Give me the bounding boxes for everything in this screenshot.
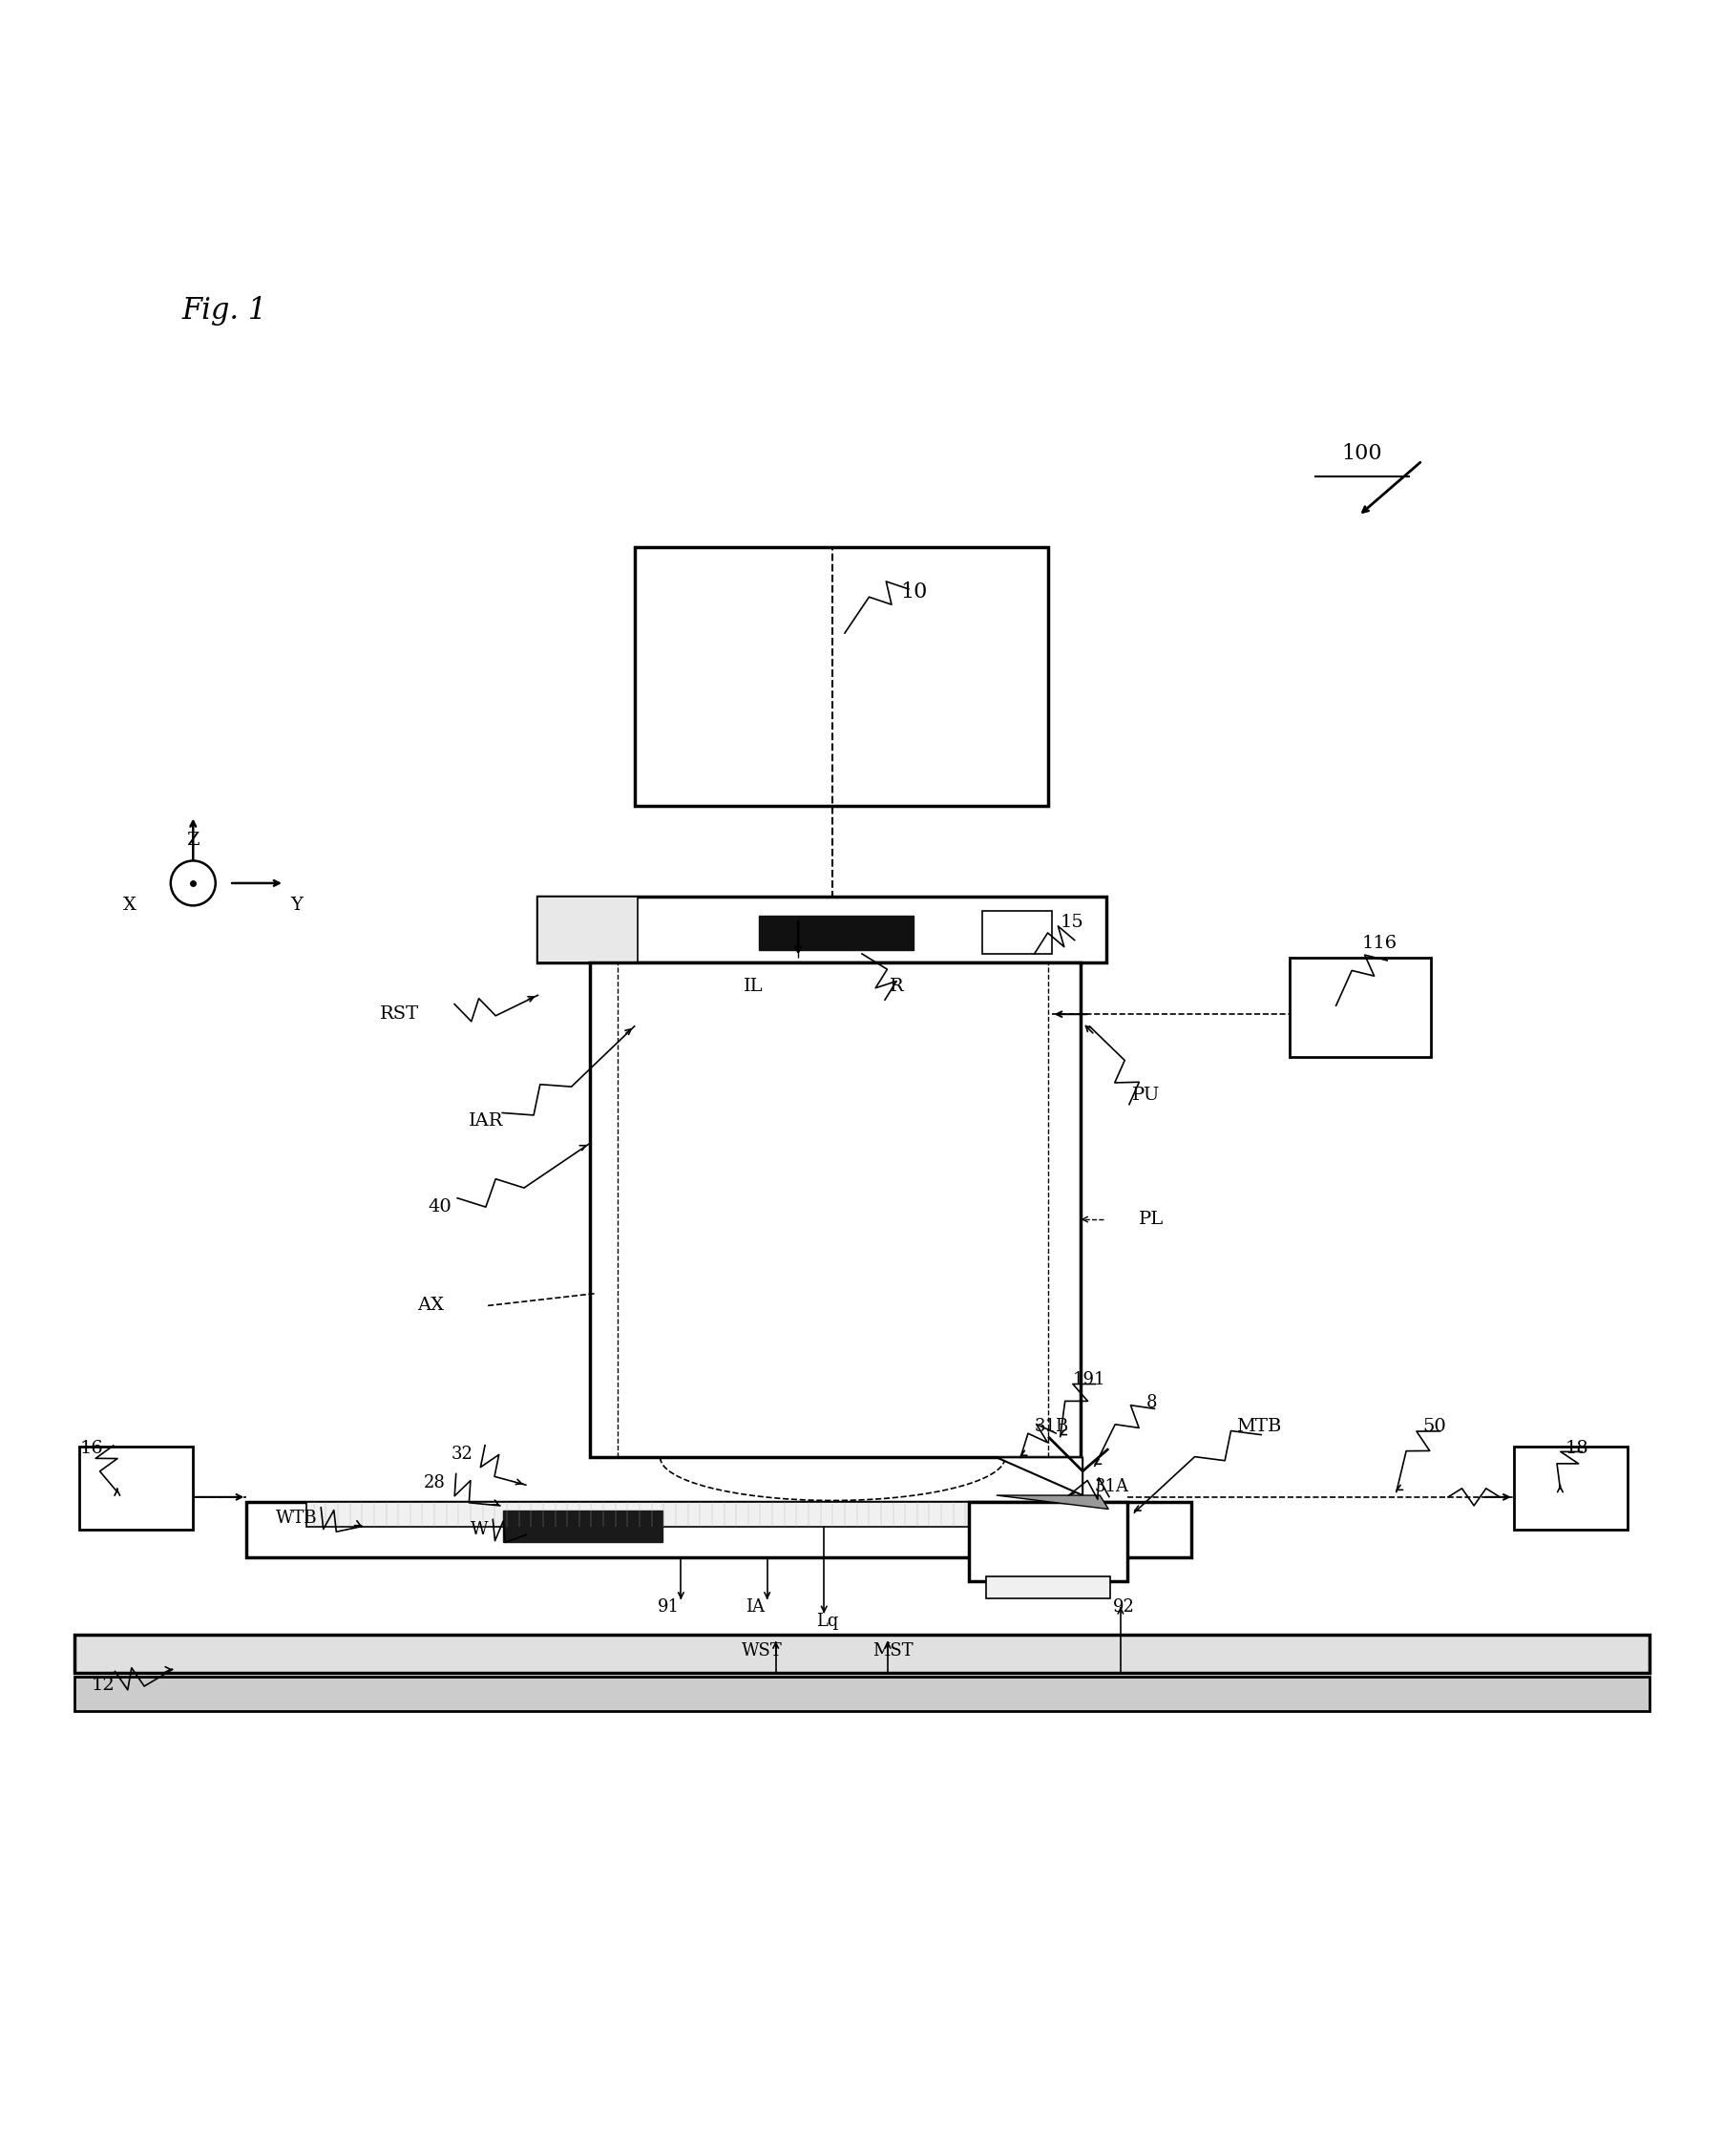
Bar [1289, 957, 1430, 1056]
Bar [589, 962, 1080, 1457]
Bar [74, 1634, 1649, 1673]
Text: IA: IA [744, 1600, 765, 1617]
Text: W: W [470, 1522, 488, 1539]
Bar [968, 1503, 1127, 1583]
Text: 31A: 31A [1094, 1479, 1129, 1496]
Text: MST: MST [872, 1643, 913, 1660]
Bar [538, 897, 1106, 962]
Text: 18: 18 [1564, 1440, 1589, 1457]
Text: 15: 15 [1060, 914, 1084, 931]
Text: Y: Y [289, 897, 303, 914]
Bar [74, 1677, 1649, 1712]
Text: 116: 116 [1361, 936, 1396, 953]
Text: 191: 191 [1072, 1371, 1106, 1388]
Text: 10: 10 [899, 582, 927, 602]
Bar [986, 1576, 1110, 1600]
Text: PL: PL [1139, 1212, 1163, 1229]
Text: Lq: Lq [817, 1613, 837, 1630]
Text: RST: RST [381, 1005, 419, 1022]
Text: WTB: WTB [276, 1509, 317, 1526]
Text: 32: 32 [451, 1445, 472, 1462]
Text: 50: 50 [1421, 1419, 1446, 1436]
Bar [79, 1447, 193, 1531]
Bar [538, 897, 638, 962]
Text: Z: Z [186, 832, 200, 849]
Text: 91: 91 [658, 1600, 679, 1617]
Circle shape [171, 860, 215, 906]
Bar [307, 1503, 1030, 1526]
Text: MTB: MTB [1235, 1419, 1280, 1436]
Text: 12: 12 [91, 1677, 115, 1695]
Bar [982, 910, 1051, 953]
Text: IL: IL [743, 979, 763, 996]
Text: Fig. 1: Fig. 1 [181, 295, 267, 326]
Text: 28: 28 [424, 1475, 445, 1492]
Text: 40: 40 [427, 1199, 451, 1216]
Bar [503, 1511, 662, 1542]
Text: 16: 16 [79, 1440, 103, 1457]
Text: 100: 100 [1340, 444, 1382, 464]
Text: PU: PU [1132, 1087, 1160, 1104]
Bar [1513, 1447, 1627, 1531]
Bar [758, 916, 913, 951]
Polygon shape [996, 1496, 1108, 1509]
Polygon shape [996, 1457, 1082, 1496]
Text: IAR: IAR [469, 1112, 503, 1130]
Text: R: R [889, 979, 903, 996]
Text: 8: 8 [1146, 1393, 1156, 1410]
Text: X: X [122, 897, 136, 914]
Text: WST: WST [741, 1643, 782, 1660]
Text: 31B: 31B [1034, 1419, 1068, 1436]
Bar [634, 548, 1048, 806]
Text: AX: AX [417, 1298, 445, 1315]
Text: 92: 92 [1113, 1600, 1134, 1617]
Bar [246, 1503, 1191, 1557]
